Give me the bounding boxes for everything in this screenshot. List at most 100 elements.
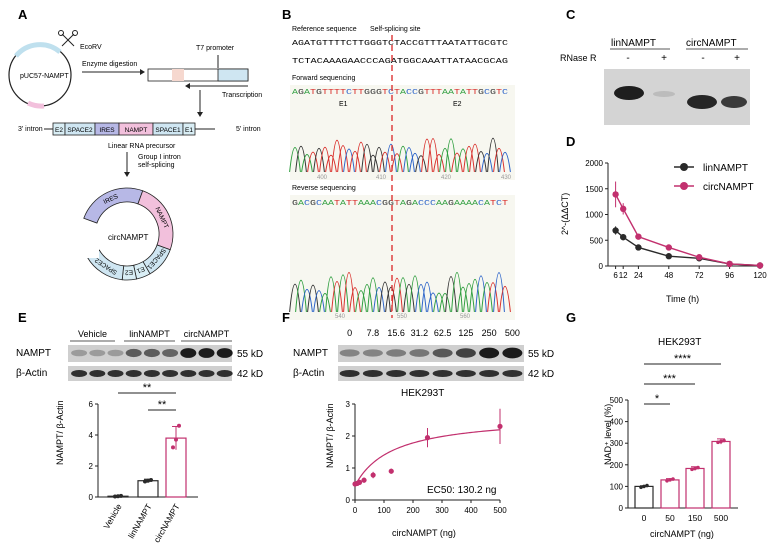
f-dose-label: 0: [347, 328, 352, 338]
seq-position-tick: 420: [441, 175, 452, 181]
d-xtick-label: 48: [664, 271, 673, 280]
base: T: [436, 89, 443, 97]
base: C: [412, 89, 419, 97]
g-point: [668, 478, 672, 482]
segment-label: SPACE2: [67, 127, 93, 134]
d-data-point: [665, 253, 672, 260]
down-arrow-1-head: [197, 112, 203, 117]
d-data-point: [696, 254, 703, 261]
base: T: [382, 89, 389, 97]
ecorv-label: EcoRV: [80, 44, 102, 51]
chromatogram-peak: [409, 152, 421, 173]
d-ytick-label: 1500: [585, 185, 603, 194]
panel-b-label: B: [282, 7, 291, 22]
e-row-nampt: NAMPT: [16, 348, 51, 359]
e-bands: [71, 348, 233, 377]
gel-band-circ-minus: [687, 95, 717, 109]
base: A: [448, 89, 455, 97]
d-xtick-label: 96: [725, 271, 734, 280]
d-xtick-label: 12: [619, 271, 628, 280]
chromatogram-peak: [331, 280, 343, 313]
chromatogram-peak: [379, 281, 391, 313]
chromatogram-peak: [457, 286, 469, 313]
f-band-actin: [362, 370, 383, 377]
chromatogram-peak: [295, 146, 307, 173]
e-band-actin: [198, 370, 215, 377]
base: A: [442, 89, 449, 97]
e-kd-55: 55 kD: [237, 349, 263, 360]
e-point: [116, 494, 120, 499]
g-point: [665, 478, 669, 483]
f-dose-label: 250: [482, 328, 497, 338]
base: G: [478, 89, 484, 97]
base: C: [346, 89, 353, 97]
fwd-title: Forward sequencing: [292, 75, 356, 82]
base: C: [502, 89, 509, 97]
chromatogram-peak: [469, 143, 481, 173]
f-data-point: [370, 472, 376, 478]
e-row-actin: β-Actin: [16, 368, 47, 379]
g-point: [719, 439, 723, 444]
chromatogram-peak: [469, 278, 481, 313]
e-band-nampt: [198, 348, 215, 358]
e-band-nampt: [125, 348, 142, 358]
chromatogram-peak: [301, 289, 313, 313]
rev-title: Reverse sequencing: [292, 185, 356, 192]
f-dose-label: 15.6: [387, 328, 405, 338]
f-band-nampt: [455, 348, 476, 358]
base: C: [316, 200, 323, 208]
e-band-nampt: [71, 349, 88, 357]
base: A: [292, 89, 299, 97]
base: T: [496, 89, 503, 97]
gel-group-1: linNAMPT: [611, 38, 656, 49]
chromatogram-peak: [337, 274, 349, 313]
base: A: [304, 89, 311, 97]
d-data-point: [635, 233, 642, 240]
base: C: [418, 200, 425, 208]
base: G: [448, 200, 454, 208]
chromatogram-peak: [379, 151, 391, 173]
chromatogram-peak: [403, 147, 415, 173]
f-dose-label: 31.2: [411, 328, 429, 338]
base: A: [454, 200, 461, 208]
base: G: [418, 89, 424, 97]
base: G: [310, 200, 316, 208]
d-data-point: [726, 260, 733, 268]
enzyme-label: Enzyme digestion: [82, 61, 137, 68]
f-data-point: [361, 477, 367, 483]
base: T: [394, 200, 401, 208]
g-bar: [711, 440, 731, 509]
base: A: [442, 200, 449, 208]
chromatogram-peak: [349, 287, 361, 313]
e-band-actin: [107, 370, 124, 377]
g-bar: [634, 485, 654, 509]
chromatogram-peak: [307, 284, 319, 313]
g-bar: [660, 479, 680, 509]
chromatogram-peak: [475, 150, 487, 173]
f-band-nampt: [362, 349, 383, 357]
e-band-nampt: [89, 349, 106, 357]
base: T: [358, 89, 365, 97]
chromatogram-peak: [463, 146, 475, 173]
base: T: [502, 200, 509, 208]
segment-label: E2: [55, 127, 63, 134]
chromatogram-peak: [289, 147, 301, 173]
base: G: [406, 200, 412, 208]
chromatogram-peak: [301, 154, 313, 173]
g-point: [642, 484, 646, 489]
g-ytick-label: 200: [610, 461, 624, 470]
d-ytick-label: 0: [599, 262, 604, 271]
base: G: [364, 89, 370, 97]
rev-ticks: 540 550 560: [335, 314, 471, 320]
base: G: [292, 200, 298, 208]
e-bar: [137, 480, 159, 498]
panel-g-label: G: [566, 310, 576, 325]
base: A: [466, 200, 473, 208]
chromatogram-peak: [325, 276, 337, 313]
f-xtick-label: 0: [353, 506, 358, 515]
e-band-nampt: [162, 349, 179, 357]
chromatogram-peak: [439, 292, 451, 313]
panel-f-label: F: [282, 310, 290, 325]
panel-f: F 0 7.8 15.6 31.2 62.5 125 250 500 NAMPT β-Acti…: [282, 310, 554, 538]
chromatogram-peak: [331, 139, 343, 173]
